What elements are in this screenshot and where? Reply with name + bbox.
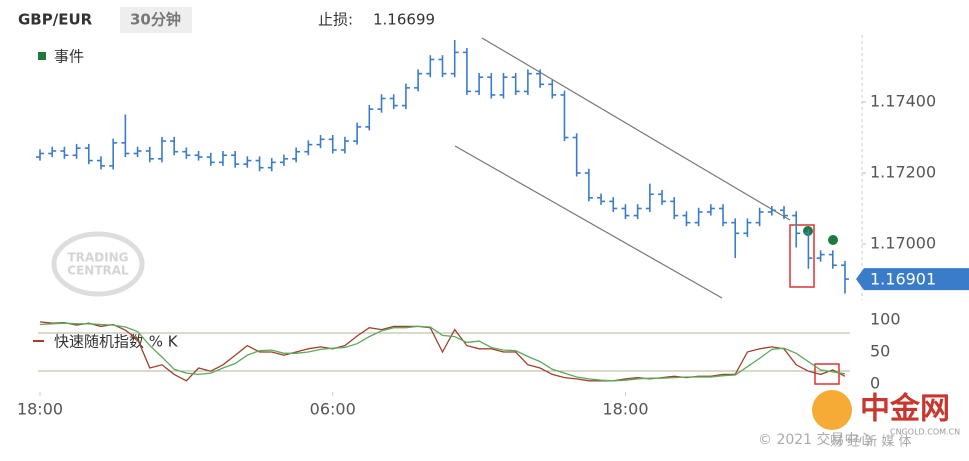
y-tick-label: 50 [870, 342, 890, 361]
watermark: CENTRAL [67, 264, 129, 278]
watermark: TRADING [67, 251, 128, 265]
stochastic-line [39, 322, 846, 382]
last-price-box [856, 268, 969, 291]
y-tick-label: 0 [870, 374, 880, 393]
timeframe-box[interactable] [120, 7, 192, 33]
stochastic-line [39, 321, 846, 382]
y-tick-label: 1.17000 [870, 233, 936, 252]
slogan: 财 经 新 媒 体 [830, 434, 912, 450]
watermark-ring [51, 231, 145, 297]
symbol: GBP/EUR [18, 11, 93, 29]
logo-domain: CNGOLD.COM.CN [890, 428, 960, 437]
copyright: © 2021 交易中心 [758, 431, 873, 448]
stop-loss-label: 止损: [318, 11, 353, 29]
highlight-box [814, 363, 840, 385]
x-tick-label: 06:00 [310, 400, 356, 419]
timeframe[interactable]: 30分钟 [130, 11, 181, 29]
y-tick-label: 1.17400 [870, 92, 936, 111]
y-tick-label: 100 [870, 310, 901, 329]
x-tick-label: 18:00 [602, 400, 648, 419]
x-tick-label: 18:00 [17, 400, 63, 419]
y-tick-label: 1.17200 [870, 162, 936, 181]
event-marker[interactable] [828, 235, 838, 245]
highlight-box [789, 224, 815, 288]
last-price-label: 1.16901 [870, 270, 936, 289]
trend-line [481, 37, 791, 221]
trend-line [454, 145, 723, 299]
event-legend-marker [38, 52, 46, 60]
k-legend: 快速随机指数 % K [54, 333, 179, 351]
logo-icon [812, 390, 852, 430]
event-legend: 事件 [54, 48, 84, 66]
logo: 中金网 [860, 392, 950, 427]
stop-loss-value: 1.16699 [373, 11, 435, 29]
